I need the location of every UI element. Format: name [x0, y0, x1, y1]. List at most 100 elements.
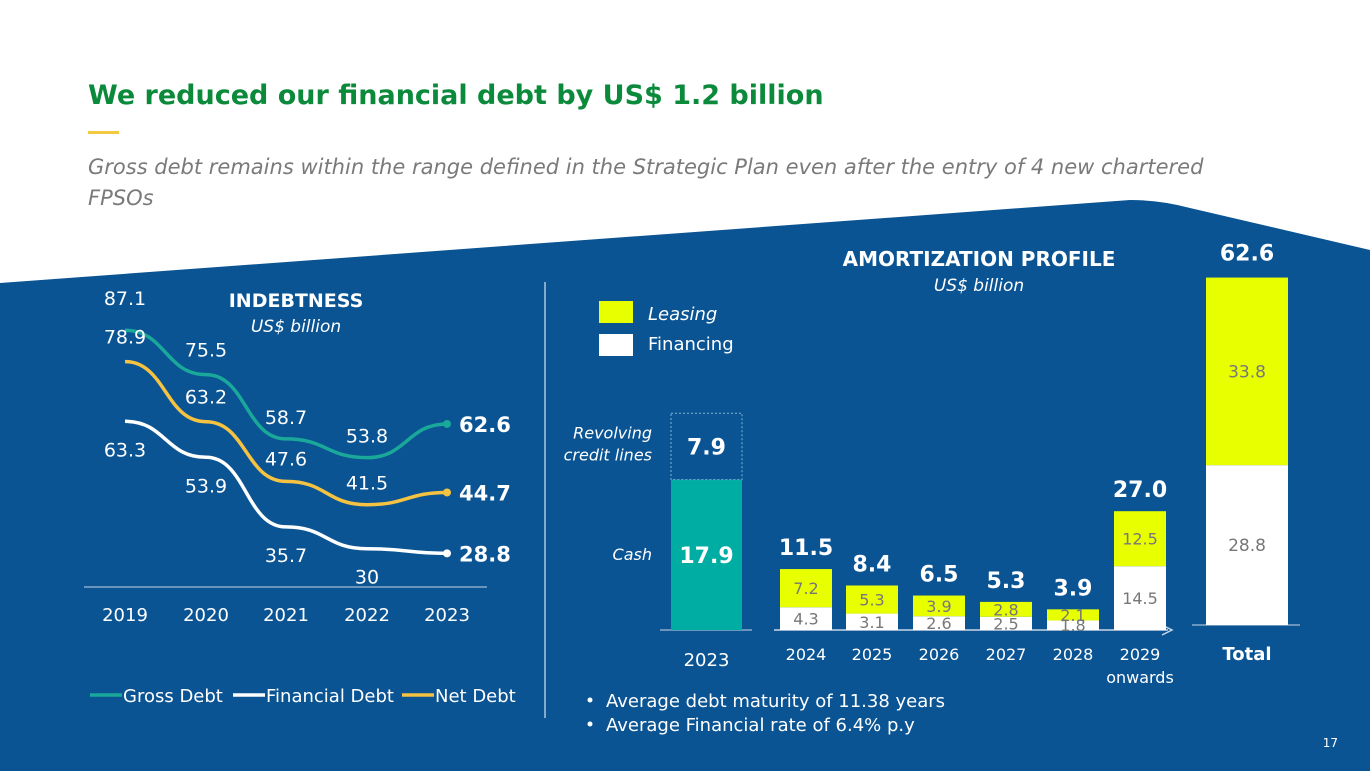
bar-leasing-value: 7.2	[793, 579, 818, 598]
bar-financing	[1114, 566, 1166, 630]
data-label: 41.5	[346, 473, 388, 495]
bar-category: 2024	[786, 645, 827, 664]
total-financing-value: 28.8	[1228, 536, 1266, 556]
bar-leasing-value: 3.9	[926, 597, 951, 616]
x-tick-label: 2021	[263, 605, 309, 626]
data-label: 63.2	[185, 387, 227, 409]
data-label: 53.8	[346, 426, 388, 448]
total-bar-leasing	[1206, 277, 1288, 466]
data-label: 75.5	[185, 340, 227, 362]
cash-label: Cash	[613, 545, 652, 564]
bullet-dot	[587, 697, 593, 703]
indebtness-title: INDEBTNESS	[229, 290, 364, 312]
page-number: 17	[1323, 736, 1338, 750]
series-end-marker	[443, 419, 451, 428]
legend-financing-swatch	[599, 334, 633, 356]
total-leasing-value: 33.8	[1228, 362, 1266, 382]
bar-total-value: 8.4	[853, 552, 892, 577]
data-label: 53.9	[185, 475, 227, 497]
bar-leasing-value: 5.3	[859, 591, 884, 610]
data-label-end: 28.8	[459, 542, 511, 566]
data-label: 78.9	[104, 327, 146, 349]
bar-total-value: 6.5	[920, 563, 959, 588]
bullet-dot	[587, 721, 593, 727]
data-label: 47.6	[265, 448, 307, 470]
bar-financing	[980, 616, 1032, 630]
bar-leasing	[980, 601, 1032, 617]
data-label: 63.3	[104, 439, 146, 461]
series-end-marker	[443, 549, 451, 558]
bullet-text: Average Financial rate of 6.4% p.y	[606, 715, 915, 736]
total-bar-financing	[1206, 465, 1288, 625]
bar-leasing	[780, 569, 832, 608]
amortization-chart: AMORTIZATION PROFILE US$ billion Leasing…	[564, 242, 1300, 687]
bar-leasing	[1047, 609, 1099, 621]
series-line-financial-debt	[124, 419, 448, 556]
bar-leasing-value: 2.1	[1060, 606, 1085, 625]
bar-leasing	[913, 595, 965, 617]
legend-financing-label: Financing	[648, 334, 734, 355]
slide-subtitle-line2: FPSOs	[88, 186, 154, 210]
bar-financing-value: 3.1	[859, 613, 884, 632]
total-category: Total	[1222, 644, 1271, 665]
legend-label: Financial Debt	[266, 686, 394, 707]
bar-cash	[671, 479, 742, 630]
bar-category: 2025	[852, 645, 893, 664]
bar-financing-value: 14.5	[1122, 589, 1158, 608]
x-tick-label: 2022	[344, 605, 390, 626]
total-value: 62.6	[1220, 242, 1274, 267]
x-tick-label: 2023	[424, 605, 470, 626]
bar-category-note: onwards	[1106, 668, 1174, 687]
bar-financing-value: 4.3	[793, 610, 818, 629]
bar-revolving-value: 7.9	[687, 435, 726, 460]
bar-financing-value: 1.8	[1060, 616, 1085, 635]
revolving-label-2: credit lines	[564, 445, 652, 464]
bar-financing	[780, 607, 832, 630]
bar-total-value: 3.9	[1054, 576, 1093, 601]
legend-label: Net Debt	[435, 686, 516, 707]
series-end-marker	[443, 488, 451, 497]
x-tick-label: 2019	[102, 605, 148, 626]
bullet-text: Average debt maturity of 11.38 years	[606, 691, 945, 712]
bar-category: 2028	[1053, 645, 1094, 664]
bar-leasing-value: 2.8	[993, 600, 1018, 619]
bar-total-value: 5.3	[987, 569, 1026, 594]
bullet-list: Average debt maturity of 11.38 years Aver…	[587, 691, 945, 736]
bar-leasing-value: 12.5	[1122, 530, 1158, 549]
data-label-end: 44.7	[459, 481, 511, 505]
data-label: 87.1	[104, 288, 146, 310]
legend-leasing-label: Leasing	[648, 304, 717, 325]
legend-label: Gross Debt	[123, 686, 223, 707]
amortization-subtitle: US$ billion	[934, 276, 1024, 296]
bar-category: 2027	[986, 645, 1027, 664]
indebtness-chart: INDEBTNESS US$ billion 87.1 75.5 58.7 53.8 6…	[84, 288, 516, 707]
bar-total-value: 27.0	[1113, 478, 1167, 503]
bar-financing-value: 2.6	[926, 614, 951, 633]
slide-title: We reduced our financial debt by US$ 1.2…	[88, 80, 824, 111]
bar-category: 2029	[1120, 645, 1161, 664]
bar-revolving	[670, 412, 743, 481]
data-label: 58.7	[265, 407, 307, 429]
legend-leasing-swatch	[599, 301, 633, 323]
bar-leasing	[1114, 511, 1166, 567]
bar-leasing	[846, 585, 898, 614]
indebtness-subtitle: US$ billion	[251, 317, 341, 337]
x-tick-label: 2020	[183, 605, 229, 626]
slide-subtitle-line1: Gross debt remains within the range defi…	[88, 155, 1204, 179]
series-line-net-debt	[124, 359, 448, 507]
bar-cash-value: 17.9	[679, 544, 733, 569]
data-label: 30	[355, 567, 379, 589]
bar-financing	[1047, 620, 1099, 630]
liquidity-category: 2023	[684, 650, 730, 671]
series-line-gross-debt	[124, 328, 448, 460]
data-label: 35.7	[265, 545, 307, 567]
bar-total-value: 11.5	[779, 536, 833, 561]
title-accent-bar	[88, 131, 119, 134]
bar-financing	[846, 613, 898, 630]
bar-financing	[913, 616, 965, 630]
bar-financing-value: 2.5	[993, 614, 1018, 633]
amortization-title: AMORTIZATION PROFILE	[843, 247, 1116, 271]
bar-category: 2026	[919, 645, 960, 664]
data-label-end: 62.6	[459, 413, 511, 437]
